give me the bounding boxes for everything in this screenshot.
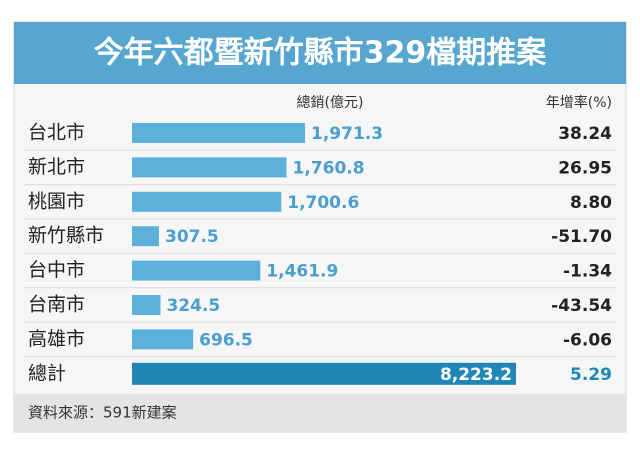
value-header: 總銷(億元)	[297, 94, 364, 111]
bar	[132, 295, 161, 315]
total-value-label: 8,223.2	[440, 365, 512, 385]
growth-label: 38.24	[558, 124, 612, 144]
total-growth-label: 5.29	[570, 365, 612, 385]
total-label: 總計	[28, 362, 66, 384]
category-label: 新北市	[28, 156, 85, 178]
growth-label: 8.80	[570, 193, 612, 213]
chart-title: 今年六都暨新竹縣市329檔期推案	[94, 36, 548, 71]
value-label: 1,760.8	[293, 158, 365, 178]
category-label: 新竹縣市	[28, 225, 104, 247]
growth-label: -51.70	[551, 227, 612, 247]
value-label: 1,461.9	[266, 262, 338, 282]
bar	[132, 191, 282, 212]
value-label: 1,700.6	[287, 193, 359, 213]
growth-label: 26.95	[558, 158, 612, 178]
category-label: 桃園市	[28, 190, 85, 212]
bar	[132, 329, 194, 350]
value-label: 307.5	[165, 227, 219, 247]
bar	[132, 123, 305, 143]
bar	[132, 226, 159, 247]
category-label: 台北市	[28, 122, 85, 144]
growth-label: -43.54	[551, 296, 612, 316]
category-label: 高雄市	[28, 328, 85, 350]
category-label: 台中市	[28, 259, 85, 281]
value-label: 324.5	[166, 296, 220, 316]
source: 資料來源：591新建案	[28, 404, 177, 422]
source-bar	[14, 394, 626, 432]
bar	[132, 157, 287, 178]
total-bar	[132, 362, 516, 385]
title-bar	[14, 22, 626, 84]
growth-label: -1.34	[563, 262, 612, 282]
category-label: 台南市	[28, 294, 85, 316]
value-label: 1,971.3	[311, 124, 383, 144]
growth-label: -6.06	[563, 330, 612, 350]
bar	[132, 260, 261, 281]
growth-header: 年增率(%)	[546, 94, 612, 111]
value-label: 696.5	[199, 330, 253, 350]
